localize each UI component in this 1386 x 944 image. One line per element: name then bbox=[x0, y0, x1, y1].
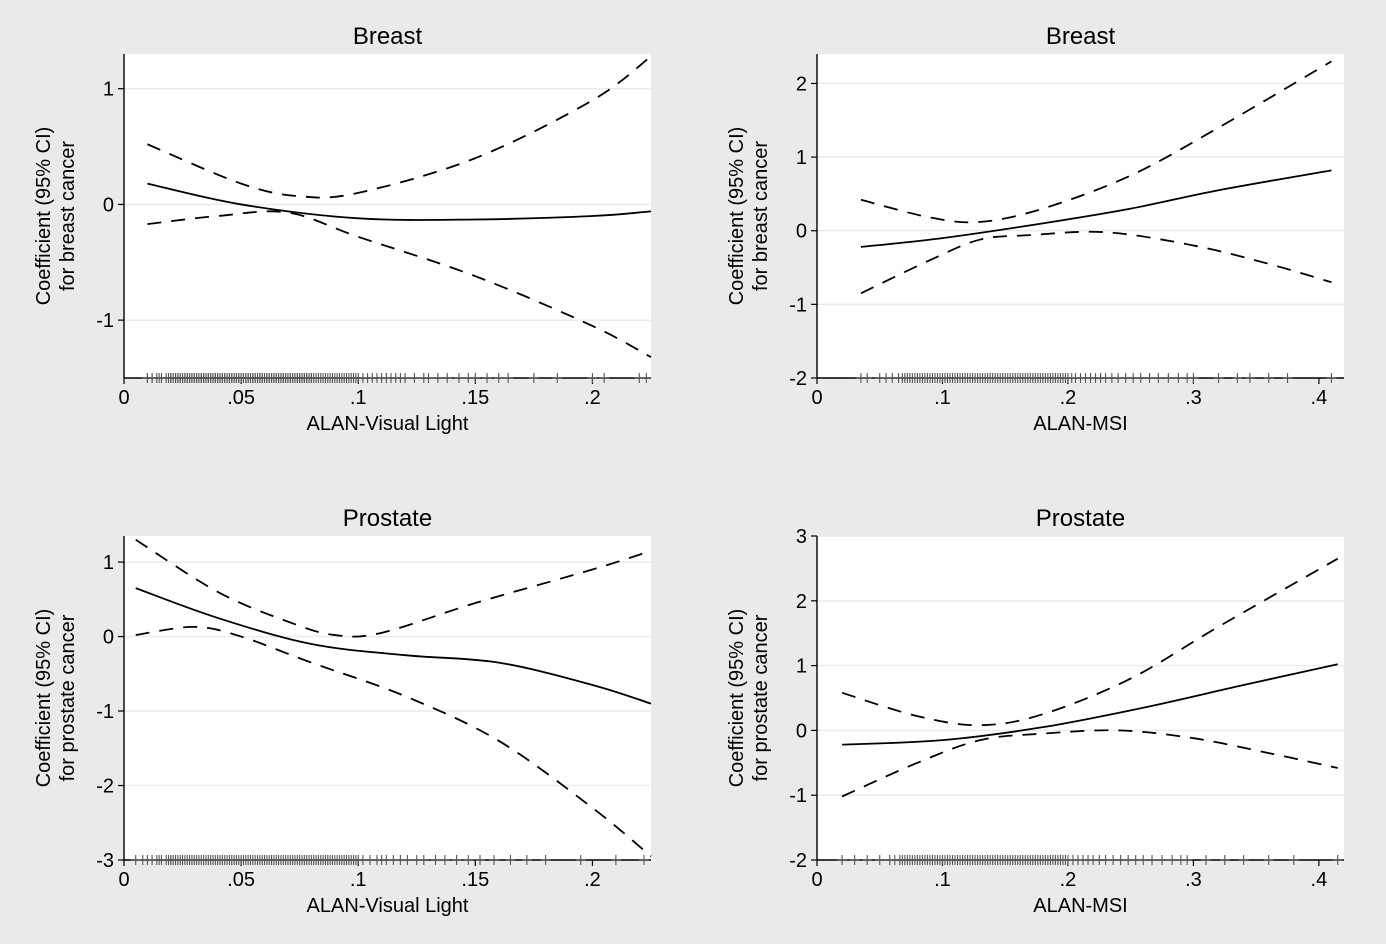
svg-text:Coefficient (95% CI): Coefficient (95% CI) bbox=[726, 127, 748, 306]
ytick-label: -3 bbox=[96, 850, 114, 872]
xtick-label: .05 bbox=[227, 387, 255, 409]
svg-text:for prostate cancer: for prostate cancer bbox=[57, 614, 79, 781]
xtick-label: .1 bbox=[934, 387, 951, 409]
svg-text:for breast cancer: for breast cancer bbox=[750, 141, 772, 291]
panel-3: -2 -1 0 1 2 3 0 .1 .2 .3 .4 Prostate ALAN-MSI Coeffic… bbox=[726, 505, 1344, 917]
ytick-label: 1 bbox=[103, 552, 114, 574]
ytick-label: -1 bbox=[96, 310, 114, 332]
ytick-label: 1 bbox=[796, 656, 807, 678]
ytick-label: -2 bbox=[789, 850, 807, 872]
x-axis-label: ALAN-Visual Light bbox=[307, 895, 469, 917]
svg-text:Coefficient (95% CI): Coefficient (95% CI) bbox=[33, 127, 55, 306]
svg-text:for prostate cancer: for prostate cancer bbox=[750, 614, 772, 781]
xtick-label: .1 bbox=[350, 869, 367, 891]
ytick-label: -1 bbox=[789, 294, 807, 316]
ytick-label: 0 bbox=[796, 221, 807, 243]
svg-text:Coefficient (95% CI): Coefficient (95% CI) bbox=[726, 609, 748, 788]
xtick-label: .3 bbox=[1185, 869, 1202, 891]
ytick-label: 0 bbox=[103, 627, 114, 649]
ytick-label: 2 bbox=[796, 73, 807, 95]
xtick-label: .15 bbox=[461, 387, 489, 409]
xtick-label: 0 bbox=[811, 869, 822, 891]
figure-svg: -1 0 1 0 .05 .1 .15 .2 Breast ALAN-Visual Light Co… bbox=[0, 0, 1386, 944]
panel-2: -3 -2 -1 0 1 0 .05 .1 .15 .2 Prostate ALAN-Visual L… bbox=[33, 505, 651, 917]
x-axis-label: ALAN-MSI bbox=[1033, 895, 1127, 917]
panel-title: Prostate bbox=[1036, 505, 1125, 532]
panel-title: Breast bbox=[1046, 23, 1116, 50]
ytick-label: -1 bbox=[789, 785, 807, 807]
x-axis-label: ALAN-MSI bbox=[1033, 413, 1127, 435]
xtick-label: .2 bbox=[584, 387, 601, 409]
x-axis-label: ALAN-Visual Light bbox=[307, 413, 469, 435]
panel-0: -1 0 1 0 .05 .1 .15 .2 Breast ALAN-Visual Light Co… bbox=[33, 23, 651, 435]
panel-title: Prostate bbox=[343, 505, 432, 532]
xtick-label: .4 bbox=[1311, 387, 1328, 409]
xtick-label: .4 bbox=[1311, 869, 1328, 891]
xtick-label: 0 bbox=[118, 869, 129, 891]
ytick-label: 0 bbox=[103, 194, 114, 216]
svg-text:Coefficient (95% CI): Coefficient (95% CI) bbox=[33, 609, 55, 788]
ytick-label: 1 bbox=[103, 79, 114, 101]
xtick-label: .2 bbox=[584, 869, 601, 891]
xtick-label: .2 bbox=[1060, 869, 1077, 891]
figure-container: -1 0 1 0 .05 .1 .15 .2 Breast ALAN-Visual Light Co… bbox=[0, 0, 1386, 944]
xtick-label: .1 bbox=[350, 387, 367, 409]
ytick-label: -2 bbox=[96, 776, 114, 798]
xtick-label: .3 bbox=[1185, 387, 1202, 409]
ytick-label: -2 bbox=[789, 368, 807, 390]
xtick-label: .05 bbox=[227, 869, 255, 891]
xtick-label: 0 bbox=[118, 387, 129, 409]
ytick-label: -1 bbox=[96, 701, 114, 723]
xtick-label: .15 bbox=[461, 869, 489, 891]
panel-title: Breast bbox=[353, 23, 423, 50]
ytick-label: 2 bbox=[796, 591, 807, 613]
xtick-label: .1 bbox=[934, 869, 951, 891]
ytick-label: 3 bbox=[796, 526, 807, 548]
svg-text:for breast cancer: for breast cancer bbox=[57, 141, 79, 291]
panel-1: -2 -1 0 1 2 0 .1 .2 .3 .4 Breast ALAN-MSI Coefficien… bbox=[726, 23, 1344, 435]
xtick-label: .2 bbox=[1060, 387, 1077, 409]
ytick-label: 0 bbox=[796, 720, 807, 742]
xtick-label: 0 bbox=[811, 387, 822, 409]
ytick-label: 1 bbox=[796, 147, 807, 169]
